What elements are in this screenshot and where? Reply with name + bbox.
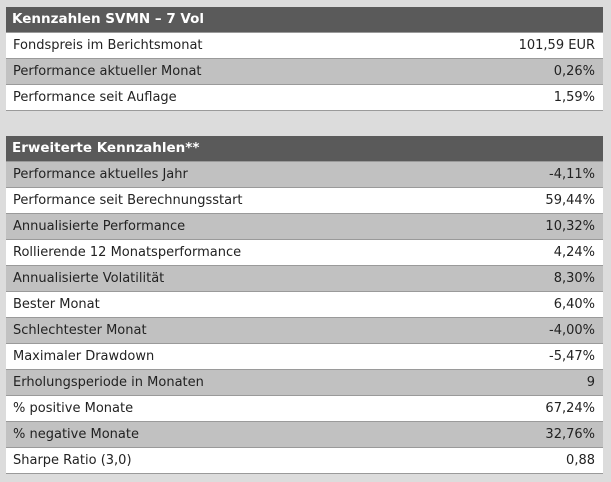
row-label: Erholungsperiode in Monaten (13, 375, 204, 390)
row-label: % negative Monate (13, 427, 139, 442)
kennzahlen-table: Kennzahlen SVMN – 7 Vol Fondspreis im Be… (6, 7, 603, 111)
row-label: Rollierende 12 Monatsperformance (13, 245, 242, 260)
table-row: Performance seit Auflage 1,59% (6, 85, 603, 111)
row-value: 59,44% (545, 193, 595, 208)
table-row: Fondspreis im Berichtsmonat 101,59 EUR (6, 33, 603, 59)
row-label: % positive Monate (13, 401, 134, 416)
table-row: Performance aktueller Monat 0,26% (6, 59, 603, 85)
table-row: Sharpe Ratio (3,0) 0,88 (6, 448, 603, 474)
row-value: 0,88 (566, 453, 595, 468)
row-label: Performance aktueller Monat (13, 64, 202, 79)
table-row: Annualisierte Volatilität 8,30% (6, 266, 603, 292)
row-value: 32,76% (545, 427, 595, 442)
table-row: Erholungsperiode in Monaten 9 (6, 370, 603, 396)
table-row: Schlechtester Monat -4,00% (6, 318, 603, 344)
row-label: Performance aktuelles Jahr (13, 167, 188, 182)
table-row: Annualisierte Performance 10,32% (6, 214, 603, 240)
row-label: Schlechtester Monat (13, 323, 147, 338)
row-value: 67,24% (545, 401, 595, 416)
table-row: % negative Monate 32,76% (6, 422, 603, 448)
table-row: Maximaler Drawdown -5,47% (6, 344, 603, 370)
table-row: Performance aktuelles Jahr -4,11% (6, 162, 603, 188)
row-label: Maximaler Drawdown (13, 349, 155, 364)
table-header: Kennzahlen SVMN – 7 Vol (6, 7, 603, 33)
table-row: Rollierende 12 Monatsperformance 4,24% (6, 240, 603, 266)
row-label: Bester Monat (13, 297, 100, 312)
table-header: Erweiterte Kennzahlen** (6, 136, 603, 162)
row-value: 0,26% (553, 64, 595, 79)
row-label: Annualisierte Performance (13, 219, 186, 234)
row-value: 4,24% (553, 245, 595, 260)
table-row: Bester Monat 6,40% (6, 292, 603, 318)
row-label: Performance seit Berechnungsstart (13, 193, 243, 208)
row-value: 6,40% (553, 297, 595, 312)
row-value: 1,59% (553, 90, 595, 105)
row-value: 9 (586, 375, 595, 390)
row-value: -5,47% (549, 349, 595, 364)
row-label: Sharpe Ratio (3,0) (13, 453, 132, 468)
row-value: -4,00% (549, 323, 595, 338)
row-label: Performance seit Auflage (13, 90, 177, 105)
row-label: Annualisierte Volatilität (13, 271, 165, 286)
row-value: 8,30% (553, 271, 595, 286)
row-value: -4,11% (549, 167, 595, 182)
row-value: 101,59 EUR (518, 38, 595, 53)
erweiterte-kennzahlen-table: Erweiterte Kennzahlen** Performance aktu… (6, 136, 603, 474)
row-value: 10,32% (545, 219, 595, 234)
row-label: Fondspreis im Berichtsmonat (13, 38, 203, 53)
table-row: Performance seit Berechnungsstart 59,44% (6, 188, 603, 214)
table-row: % positive Monate 67,24% (6, 396, 603, 422)
